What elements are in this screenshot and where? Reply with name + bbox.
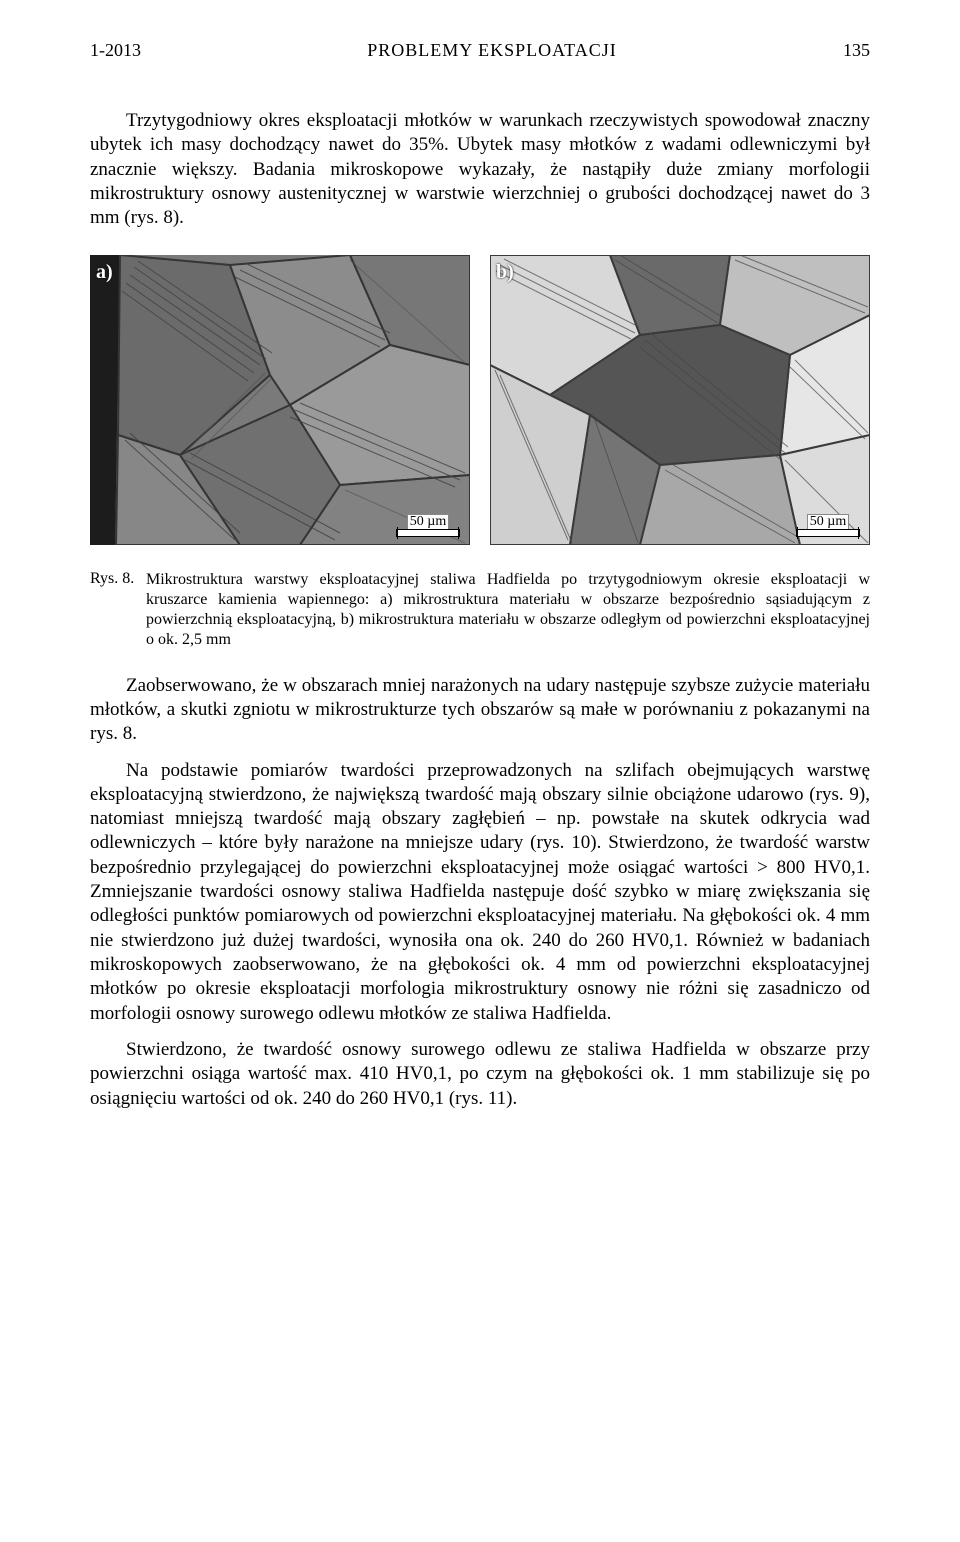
paragraph-2: Zaobserwowano, że w obszarach mniej nara…	[90, 674, 870, 747]
paragraph-3: Na podstawie pomiarów twardości przeprow…	[90, 759, 870, 1026]
scalebar-line	[796, 529, 860, 537]
paragraph-1: Trzytygodniowy okres eksploatacji młotkó…	[90, 109, 870, 231]
scalebar-text: 50 µm	[807, 514, 849, 529]
page-header: 1-2013 PROBLEMY EKSPLOATACJI 135	[90, 40, 870, 61]
page-number: 135	[843, 40, 870, 61]
journal-title: PROBLEMY EKSPLOATACJI	[367, 40, 616, 61]
figure-caption-text: Mikrostruktura warstwy eksploatacyjnej s…	[90, 570, 870, 650]
figure-8b-label: b)	[496, 261, 514, 284]
figure-8a-scalebar: 50 µm	[396, 514, 460, 537]
figure-8a-micrograph: a) 50 µm	[90, 255, 470, 545]
figure-8b-micrograph: b) 50 µm	[490, 255, 870, 545]
figure-8: a) 50 µm	[90, 255, 870, 545]
issue-number: 1-2013	[90, 40, 141, 61]
figure-8a-label: a)	[96, 261, 113, 284]
figure-8-caption: Rys. 8. Mikrostruktura warstwy eksploata…	[90, 569, 870, 650]
figure-caption-number: Rys. 8.	[90, 570, 134, 587]
paragraph-4: Stwierdzono, że twardość osnowy surowego…	[90, 1038, 870, 1111]
figure-8b-scalebar: 50 µm	[796, 514, 860, 537]
scalebar-line	[396, 529, 460, 537]
scalebar-text: 50 µm	[407, 514, 449, 529]
